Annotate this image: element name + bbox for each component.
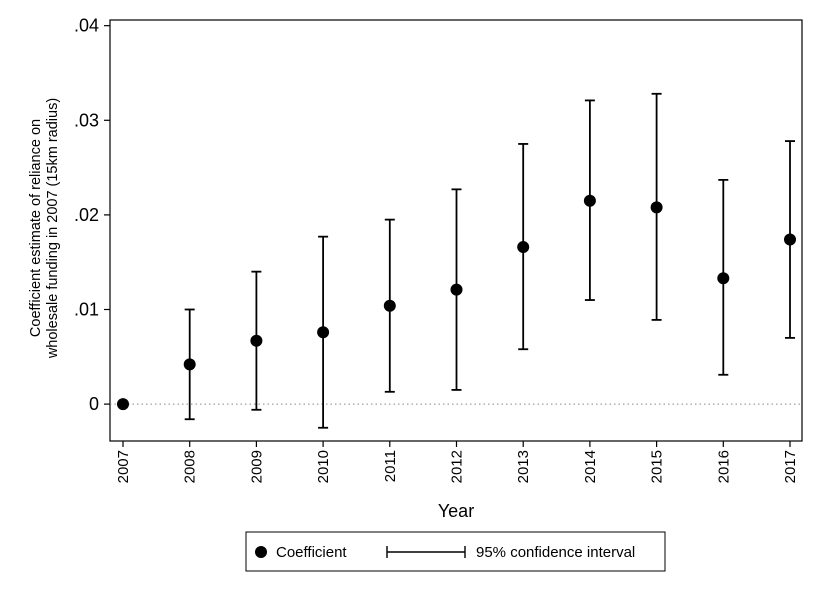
x-axis: 2007 2008 2009 2010 2011 2012 2013 2014 2015 2016… [115, 441, 799, 483]
coefficient-point-layer [117, 194, 796, 411]
legend-coefficient-marker [255, 546, 267, 558]
legend-ci-marker [386, 546, 466, 558]
y-tick-label: .02 [74, 205, 99, 225]
x-tick-label: 2009 [248, 450, 265, 483]
x-tick-label: 2007 [115, 450, 132, 483]
x-tick-label: 2015 [649, 450, 666, 483]
legend-ci-label: 95% confidence interval [476, 544, 635, 561]
x-tick-label: 2014 [582, 450, 599, 483]
coefficient-point [317, 326, 330, 339]
coefficient-point [117, 398, 129, 411]
coefficient-point [583, 194, 596, 207]
x-axis-label: Year [438, 501, 474, 521]
coefficient-point [250, 334, 263, 347]
coefficient-point [717, 272, 730, 285]
legend-box [245, 531, 666, 572]
legend-coefficient-label: Coefficient [276, 544, 347, 561]
x-tick-label: 2011 [382, 450, 399, 482]
coefficient-point [650, 201, 663, 214]
coefficient-point [450, 283, 463, 296]
y-tick-label: .01 [74, 299, 99, 319]
legend: Coefficient 95% confidence interval [245, 531, 666, 572]
x-tick-label: 2017 [782, 450, 799, 483]
coefficient-point [517, 241, 530, 254]
y-axis-label-line-1: Coefficient estimate of reliance on [28, 119, 44, 337]
x-tick-label: 2016 [715, 450, 732, 483]
y-axis-label-line-2: wholesale funding in 2007 (15km radius) [45, 98, 61, 359]
confidence-interval-layer [184, 92, 795, 429]
x-tick-label: 2010 [315, 450, 332, 483]
y-axis: 0 .01 .02 .03 .04 [74, 16, 110, 414]
coefficient-point [383, 299, 396, 312]
y-tick-label: .03 [74, 110, 99, 130]
x-tick-label: 2013 [515, 450, 532, 483]
coefficient-point [784, 233, 796, 246]
y-tick-label: .04 [74, 16, 99, 36]
y-tick-label: 0 [89, 394, 99, 414]
x-tick-label: 2012 [449, 450, 466, 483]
x-tick-label: 2008 [182, 450, 199, 483]
coefficient-point [183, 358, 196, 371]
